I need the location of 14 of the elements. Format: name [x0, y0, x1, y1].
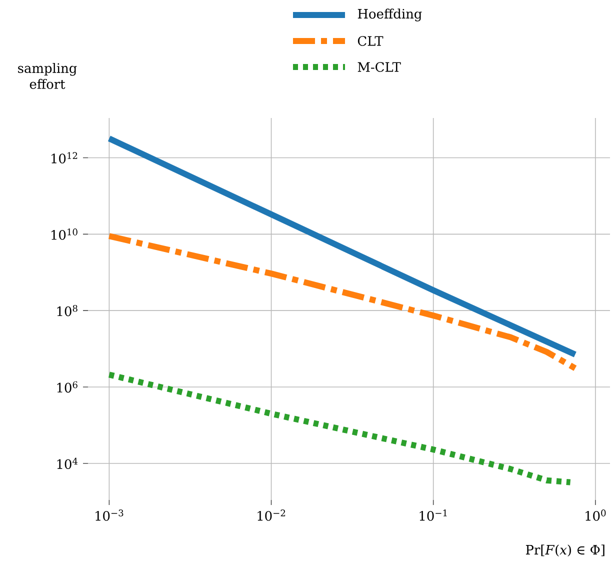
x-tick-label: 10$^{−2}$: [258, 510, 286, 521]
x-axis-title: Pr[F(x) ∈ Φ]: [526, 544, 604, 556]
legend-label: M-CLT: [358, 62, 401, 72]
y-axis-title: sampling effort: [18, 62, 77, 89]
y-tick-label: 10$^{8}$: [57, 304, 78, 316]
x-tick-label: 10$^{−3}$: [96, 510, 124, 521]
y-tick-label: 10$^{4}$: [57, 458, 78, 470]
x-tick-label: 10$^{0}$: [586, 510, 606, 521]
y-tick-label: 10$^{10}$: [52, 228, 78, 240]
y-tick-label: 10$^{12}$: [52, 152, 78, 164]
y-tick-label: 10$^{6}$: [57, 381, 78, 393]
legend-label: Hoeffding: [358, 8, 422, 22]
legend-label: CLT: [358, 36, 384, 46]
x-tick-label: 10$^{−1}$: [420, 510, 447, 521]
